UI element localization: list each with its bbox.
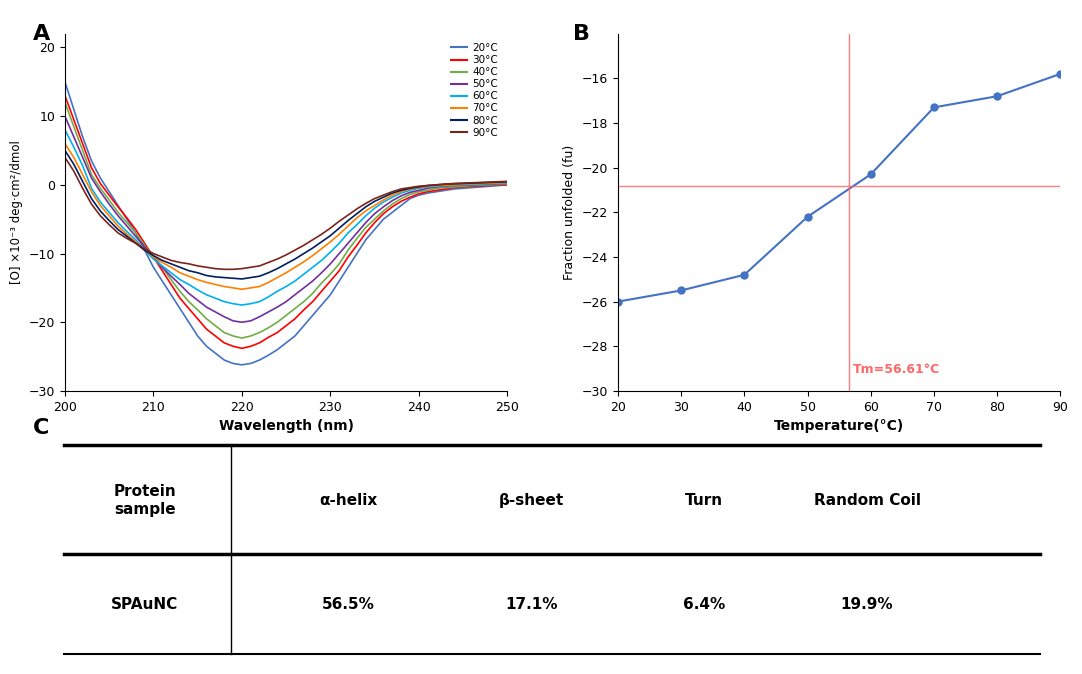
Text: Random Coil: Random Coil bbox=[814, 493, 921, 508]
Text: 19.9%: 19.9% bbox=[841, 597, 894, 613]
Y-axis label: Fraction unfolded (fu): Fraction unfolded (fu) bbox=[564, 145, 577, 280]
Text: C: C bbox=[32, 418, 49, 438]
Text: Protein
sample: Protein sample bbox=[114, 484, 176, 516]
Text: 17.1%: 17.1% bbox=[505, 597, 557, 613]
Text: 56.5%: 56.5% bbox=[322, 597, 374, 613]
Text: β-sheet: β-sheet bbox=[499, 493, 564, 508]
X-axis label: Temperature(°C): Temperature(°C) bbox=[774, 419, 905, 433]
Text: Turn: Turn bbox=[685, 493, 724, 508]
Text: 6.4%: 6.4% bbox=[683, 597, 726, 613]
Y-axis label: [O] ×10⁻³ deg·cm²/dmol: [O] ×10⁻³ deg·cm²/dmol bbox=[10, 140, 24, 284]
Text: SPAuNC: SPAuNC bbox=[111, 597, 179, 613]
Legend: 20°C, 30°C, 40°C, 50°C, 60°C, 70°C, 80°C, 90°C: 20°C, 30°C, 40°C, 50°C, 60°C, 70°C, 80°C… bbox=[447, 39, 502, 142]
Text: A: A bbox=[32, 24, 50, 44]
Text: Tm=56.61°C: Tm=56.61°C bbox=[853, 363, 940, 376]
Text: B: B bbox=[573, 24, 591, 44]
X-axis label: Wavelength (nm): Wavelength (nm) bbox=[219, 419, 354, 433]
Text: α-helix: α-helix bbox=[319, 493, 378, 508]
